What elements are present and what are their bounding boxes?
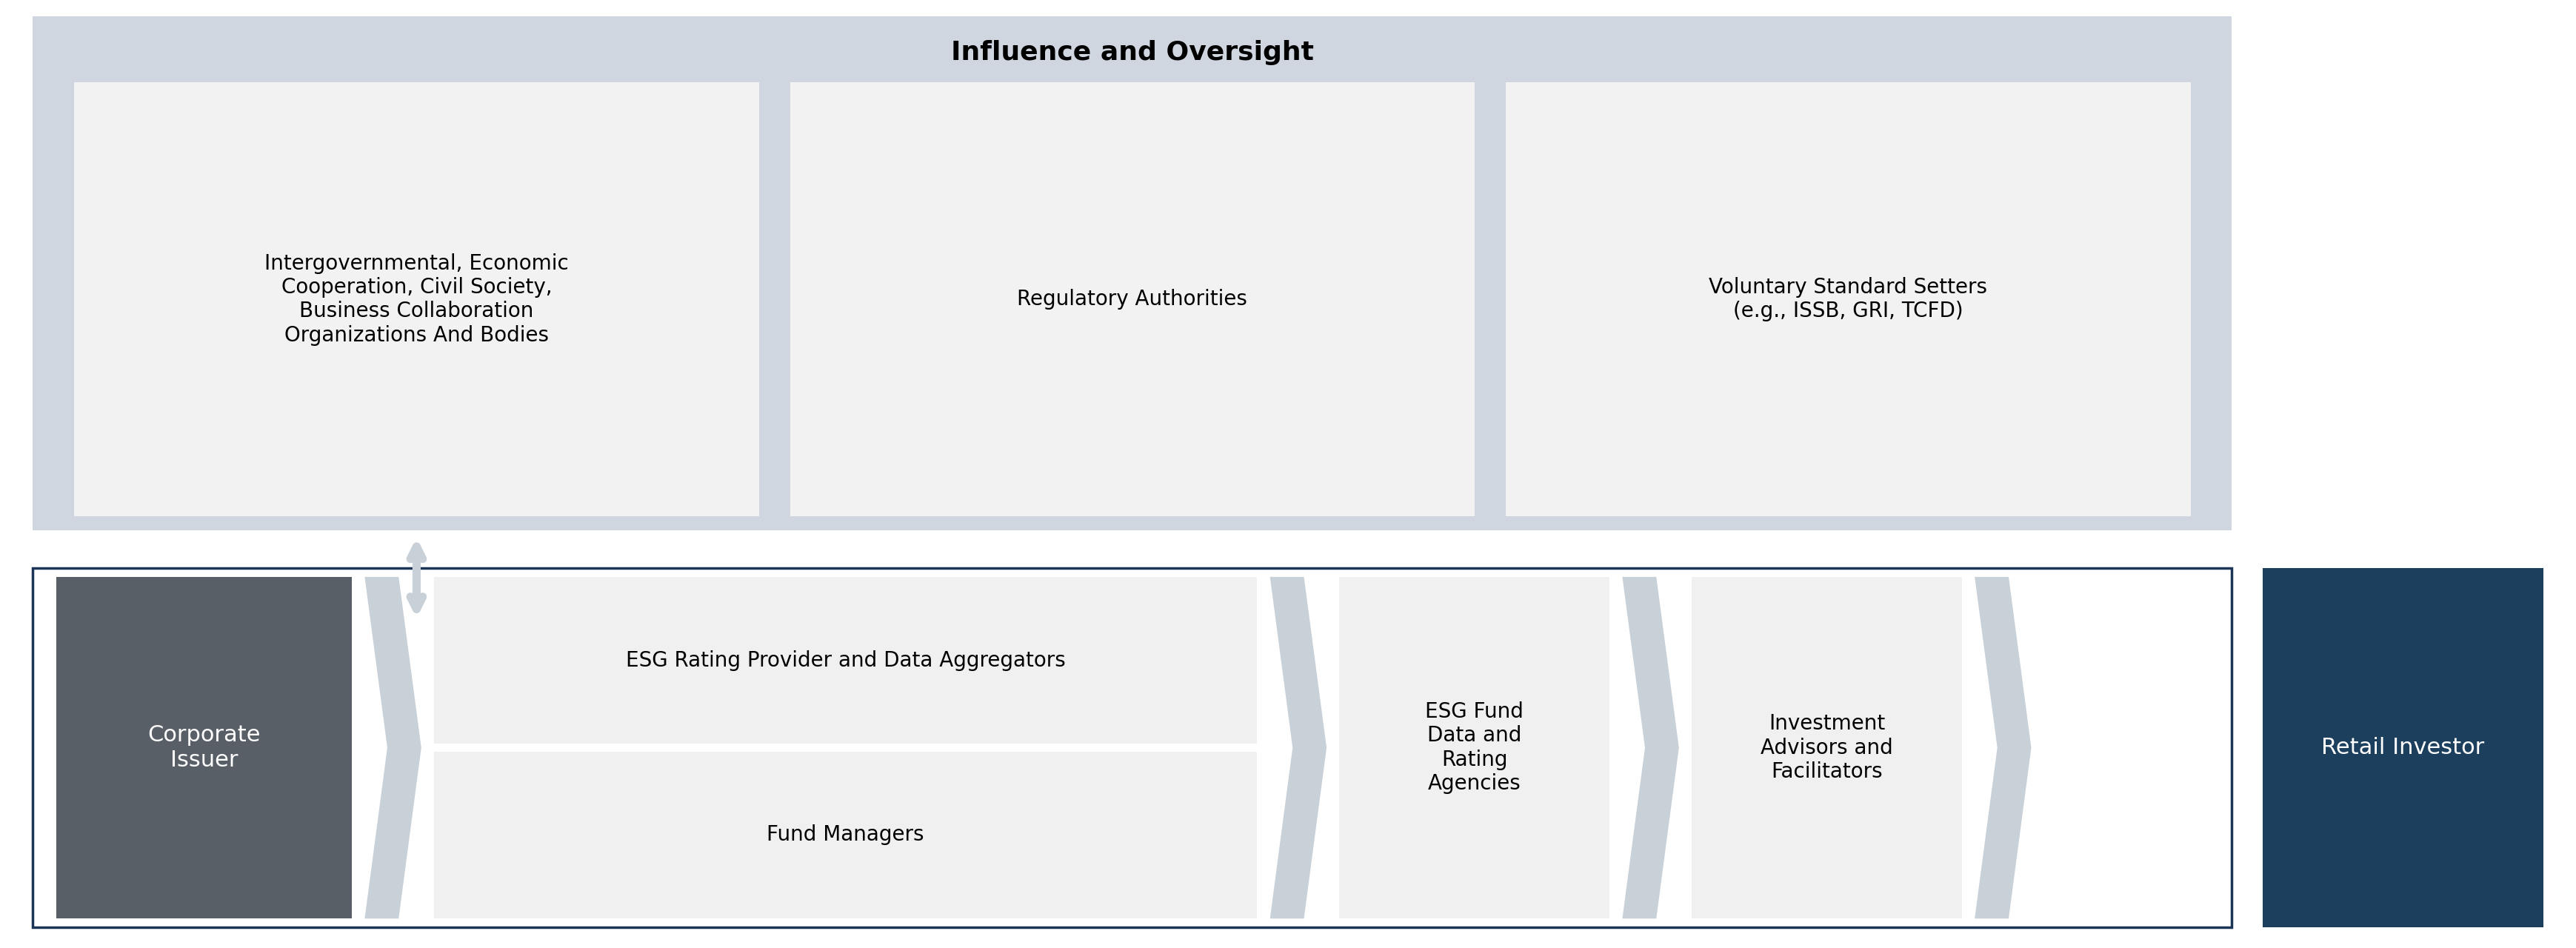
Text: Fund Managers: Fund Managers bbox=[768, 825, 925, 846]
Text: Retail Investor: Retail Investor bbox=[2321, 737, 2483, 758]
FancyBboxPatch shape bbox=[1340, 577, 1610, 919]
FancyBboxPatch shape bbox=[1692, 577, 1963, 919]
FancyBboxPatch shape bbox=[435, 577, 1257, 744]
Text: Voluntary Standard Setters
(e.g., ISSB, GRI, TCFD): Voluntary Standard Setters (e.g., ISSB, … bbox=[1708, 277, 1989, 321]
FancyBboxPatch shape bbox=[33, 569, 2231, 927]
Text: ESG Fund
Data and
Rating
Agencies: ESG Fund Data and Rating Agencies bbox=[1425, 702, 1522, 794]
Polygon shape bbox=[1976, 577, 2032, 919]
Text: Intergovernmental, Economic
Cooperation, Civil Society,
Business Collaboration
O: Intergovernmental, Economic Cooperation,… bbox=[265, 253, 569, 346]
Polygon shape bbox=[1270, 577, 1327, 919]
FancyBboxPatch shape bbox=[33, 16, 2231, 531]
FancyBboxPatch shape bbox=[1507, 82, 2190, 517]
Text: Corporate
Issuer: Corporate Issuer bbox=[147, 724, 260, 771]
Polygon shape bbox=[1623, 577, 1680, 919]
Text: Investment
Advisors and
Facilitators: Investment Advisors and Facilitators bbox=[1759, 713, 1893, 782]
FancyBboxPatch shape bbox=[57, 577, 353, 919]
Text: Regulatory Authorities: Regulatory Authorities bbox=[1018, 289, 1247, 310]
Polygon shape bbox=[366, 577, 422, 919]
FancyBboxPatch shape bbox=[2262, 569, 2543, 927]
Text: ESG Rating Provider and Data Aggregators: ESG Rating Provider and Data Aggregators bbox=[626, 650, 1066, 671]
Text: Influence and Oversight: Influence and Oversight bbox=[951, 40, 1314, 65]
FancyBboxPatch shape bbox=[75, 82, 760, 517]
FancyBboxPatch shape bbox=[435, 752, 1257, 919]
FancyBboxPatch shape bbox=[791, 82, 1476, 517]
